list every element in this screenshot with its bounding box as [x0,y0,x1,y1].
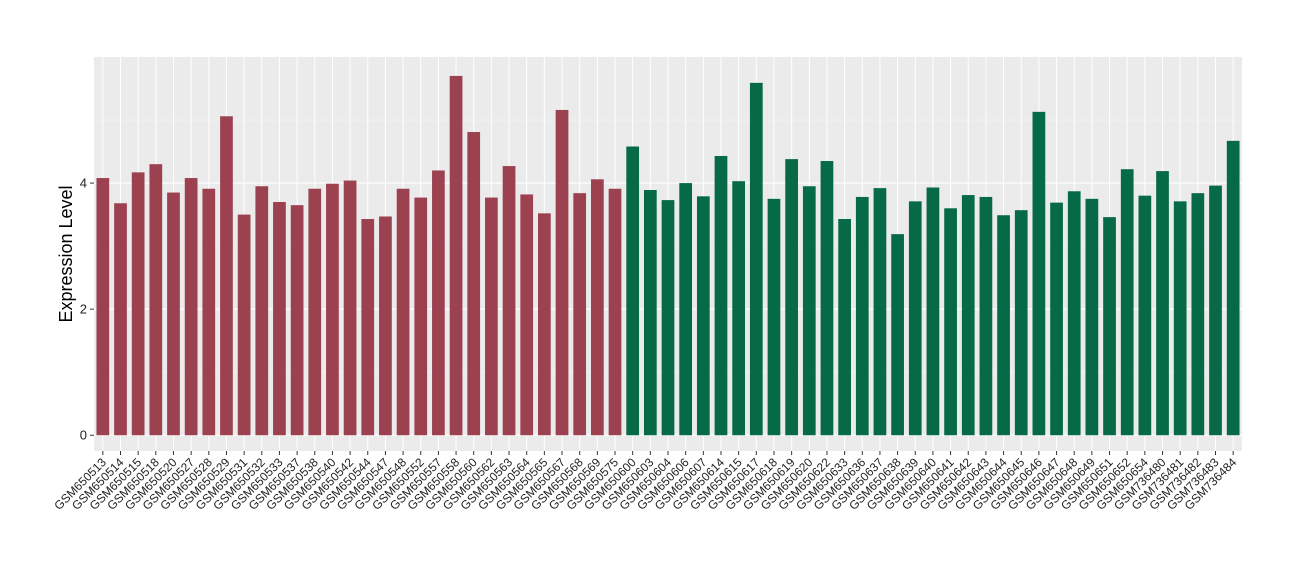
bar [379,216,392,436]
bar [1173,201,1187,436]
bar [520,194,534,436]
bar [696,196,710,436]
bar [326,183,339,436]
bar [361,219,375,436]
bar [237,214,251,436]
bar [838,219,851,436]
bar [273,201,286,436]
bar [873,188,887,436]
y-tick-label: 4 [80,176,87,191]
bar [1209,185,1222,436]
bar [114,203,127,436]
bar [502,166,516,436]
bar [1103,217,1116,436]
bar [767,198,781,436]
bar [749,82,763,436]
bar [1050,202,1063,436]
bar [679,183,693,436]
bar [432,170,445,436]
bar [626,146,640,436]
bar [979,196,993,436]
bar [590,179,604,436]
bar [343,180,357,436]
bar [1067,191,1081,436]
bar [149,164,163,436]
bar [131,172,145,436]
y-tick-label: 2 [80,302,87,317]
bar [184,178,198,436]
bar [785,159,798,436]
y-tick-label: 0 [80,428,87,443]
bar [467,132,481,436]
bar [449,75,463,436]
bars [96,75,1240,436]
bar [802,186,816,436]
bar [1032,111,1046,436]
bar [820,161,834,436]
bar [961,195,975,436]
bar [308,188,322,436]
bar [290,205,304,436]
bar [714,155,728,436]
bar [608,188,622,436]
bar [1156,171,1169,436]
y-axis-label: Expression Level [56,185,76,322]
bar [1085,198,1099,436]
x-axis: GSM650513GSM650514GSM650515GSM650518GSM6… [51,451,1240,513]
bar [1014,210,1028,436]
bar [485,197,498,436]
bar [255,186,269,436]
bar [661,200,675,436]
bar [732,181,746,436]
bar [414,197,428,436]
bar [997,215,1010,436]
bar [855,196,869,436]
bar [926,187,940,436]
bar [555,109,569,436]
bar [1138,195,1152,436]
bar [908,201,922,436]
bar [167,192,180,436]
bar [1120,169,1134,436]
bar [643,190,657,436]
bar [573,193,587,436]
bar [1226,140,1240,436]
bar [944,208,957,436]
bar [220,116,233,436]
bar [202,188,216,436]
bar [1191,193,1205,436]
bar [538,213,551,436]
bar [891,234,904,436]
y-axis: 0 2 4 [80,176,94,443]
bar [396,188,410,436]
bar [96,178,110,436]
